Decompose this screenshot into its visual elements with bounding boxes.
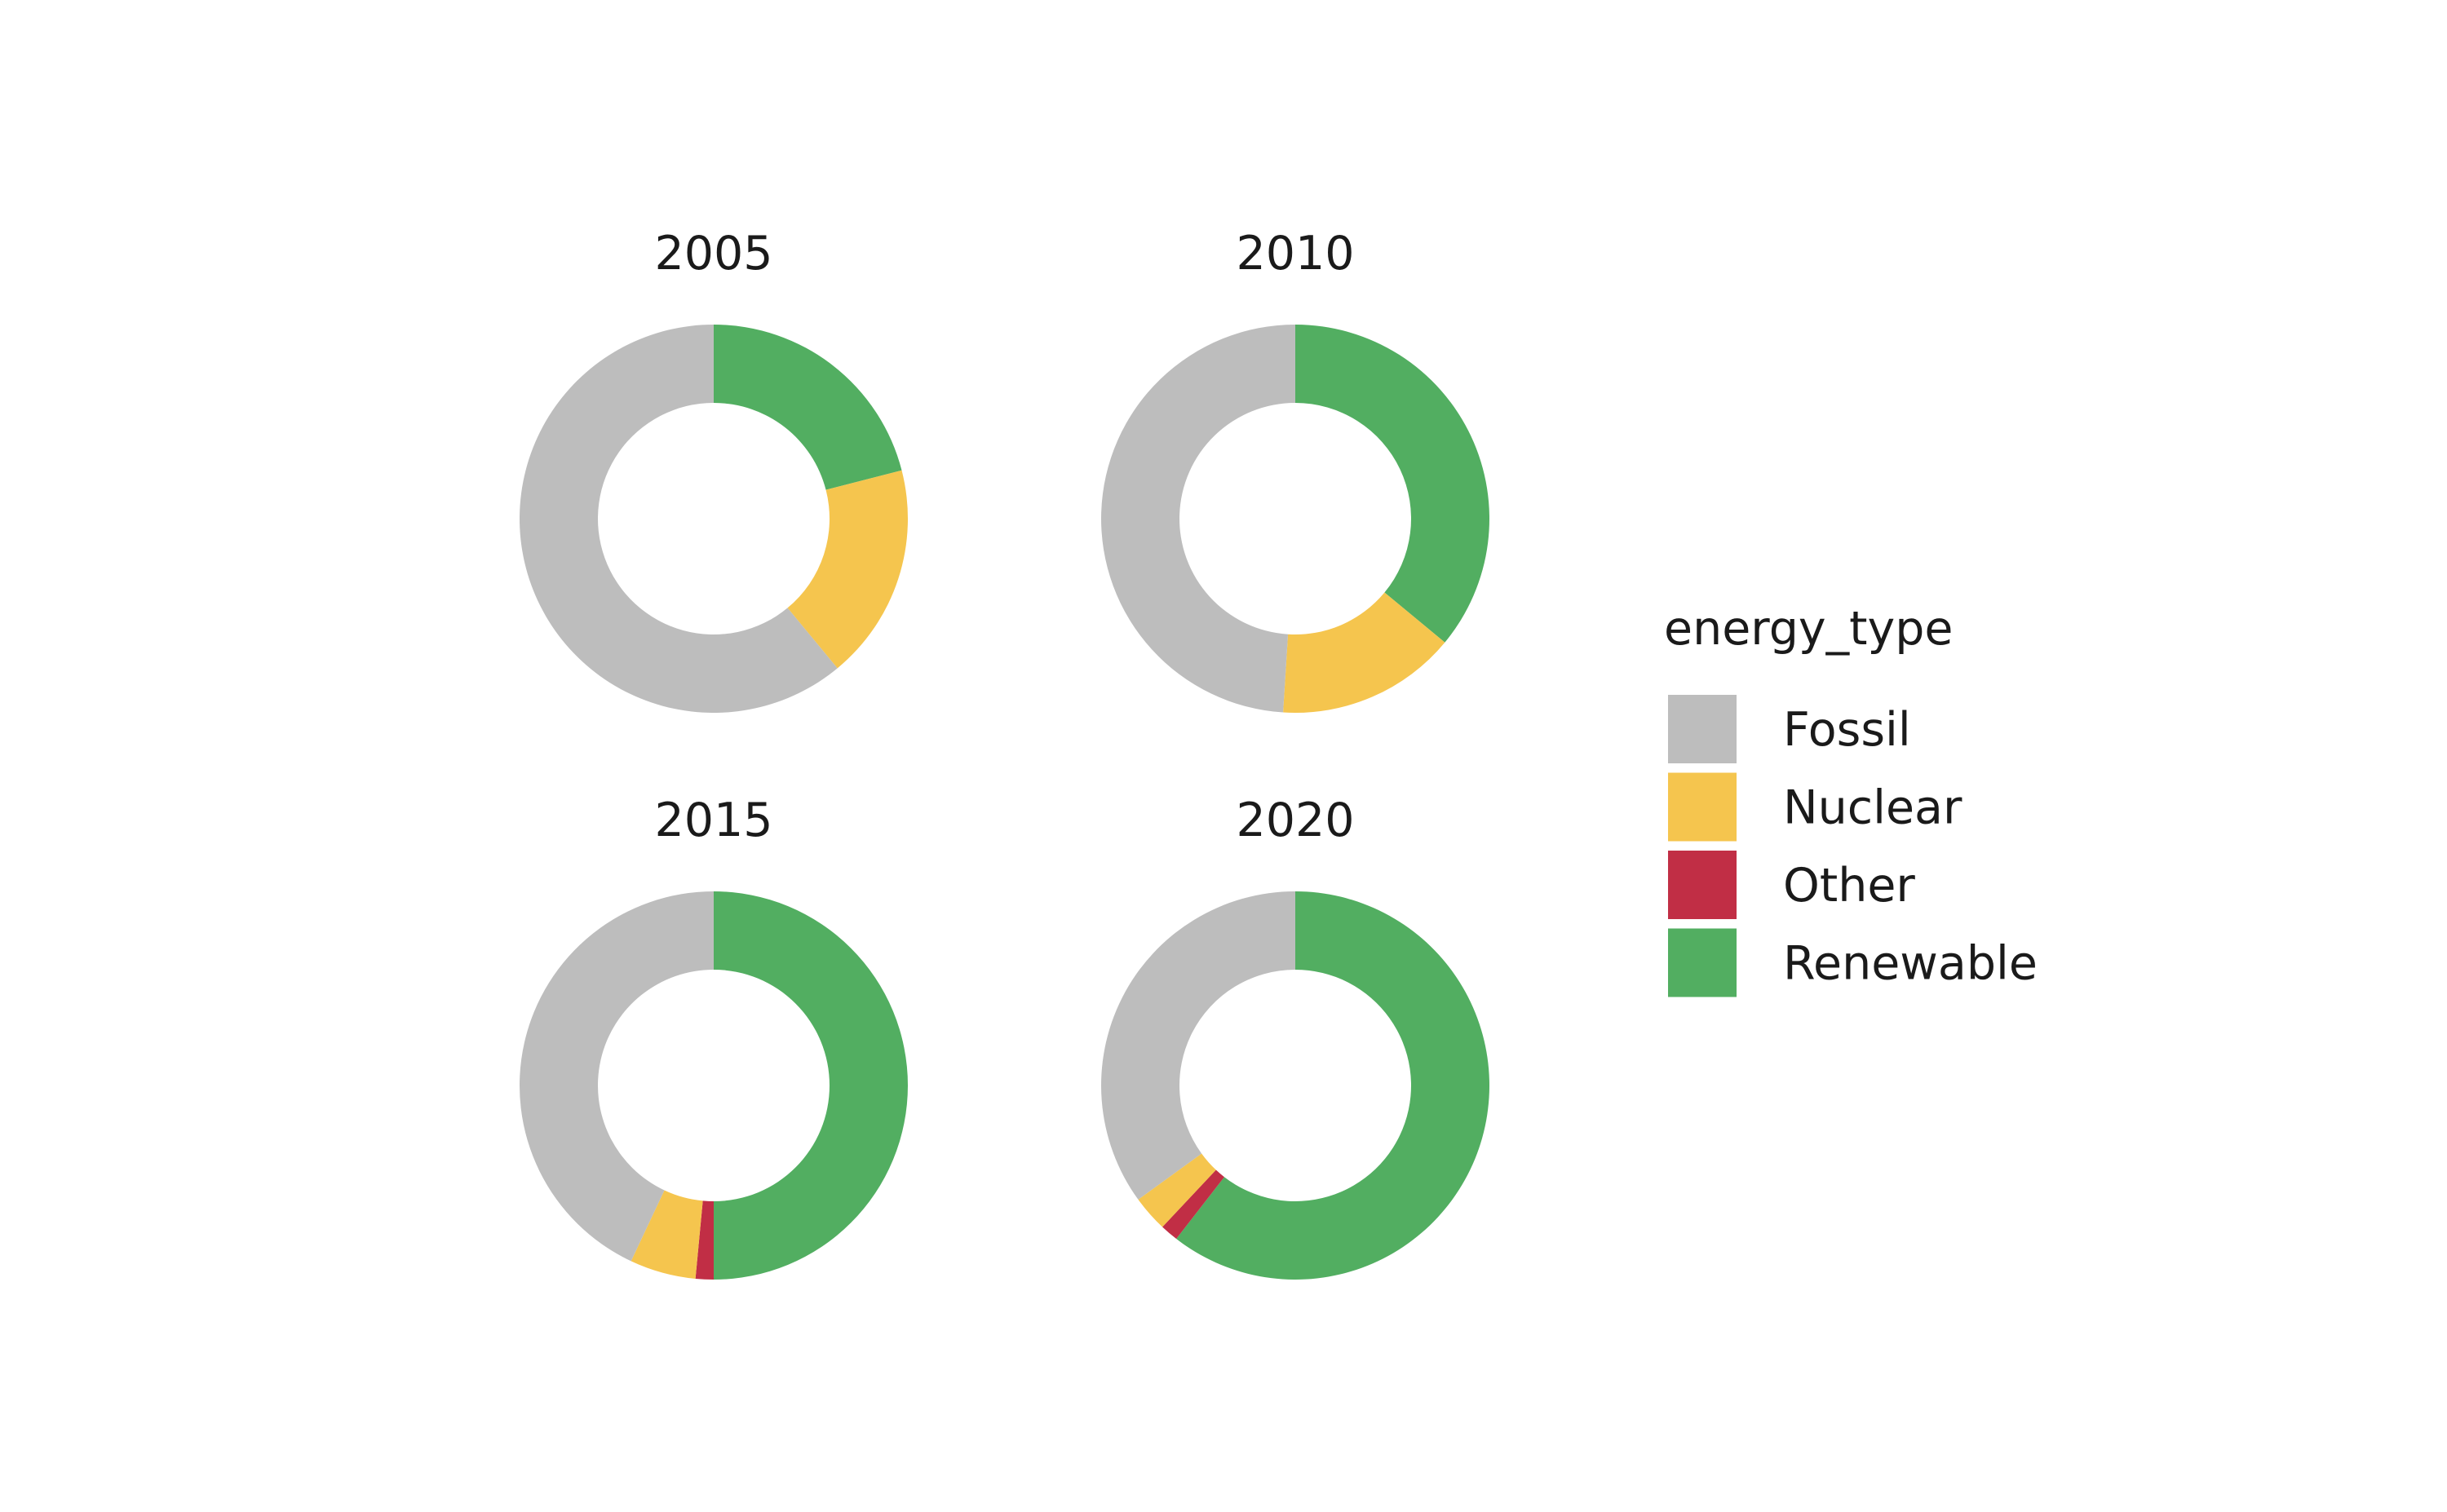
legend-swatch: [1668, 851, 1737, 919]
legend-label: Nuclear: [1783, 781, 1962, 835]
slice-fossil: [520, 325, 838, 714]
legend-swatch: [1668, 928, 1737, 997]
slice-nuclear: [1283, 592, 1445, 713]
slice-other: [1162, 1169, 1224, 1240]
slice-renewable: [1295, 325, 1490, 643]
legend-item-fossil: Fossil: [1668, 695, 1911, 763]
panel-title: 2020: [1236, 794, 1354, 847]
slice-nuclear: [787, 470, 908, 669]
legend-item-renewable: Renewable: [1668, 928, 2038, 997]
legend: energy_type Fossil Nuclear Other Renewable: [1664, 602, 2038, 997]
slice-renewable: [714, 325, 902, 490]
panel-title: 2005: [654, 227, 772, 281]
slice-fossil: [1101, 325, 1295, 713]
slice-renewable: [1176, 891, 1490, 1280]
panel-2020: 2020: [1101, 794, 1490, 1280]
slice-renewable: [714, 891, 908, 1280]
slice-fossil: [1101, 891, 1295, 1200]
legend-swatch: [1668, 772, 1737, 842]
panel-title: 2010: [1236, 227, 1354, 281]
panel-2005: 2005: [520, 227, 908, 714]
legend-label: Other: [1783, 859, 1915, 913]
legend-title: energy_type: [1664, 602, 1953, 656]
legend-items: Fossil Nuclear Other Renewable: [1668, 695, 2038, 997]
legend-item-other: Other: [1668, 851, 1915, 919]
legend-label: Fossil: [1783, 703, 1911, 757]
legend-label: Renewable: [1783, 937, 2038, 991]
slice-nuclear: [631, 1190, 703, 1279]
slice-nuclear: [1138, 1153, 1216, 1227]
panel-2015: 2015: [520, 794, 908, 1280]
panel-2010: 2010: [1101, 227, 1490, 713]
slice-other: [695, 1200, 714, 1280]
chart-panels: 2005 2010 2015 2020: [520, 227, 1490, 1280]
slice-fossil: [520, 891, 714, 1262]
legend-swatch: [1668, 695, 1737, 763]
panel-title: 2015: [654, 794, 772, 847]
legend-item-nuclear: Nuclear: [1668, 772, 1962, 842]
